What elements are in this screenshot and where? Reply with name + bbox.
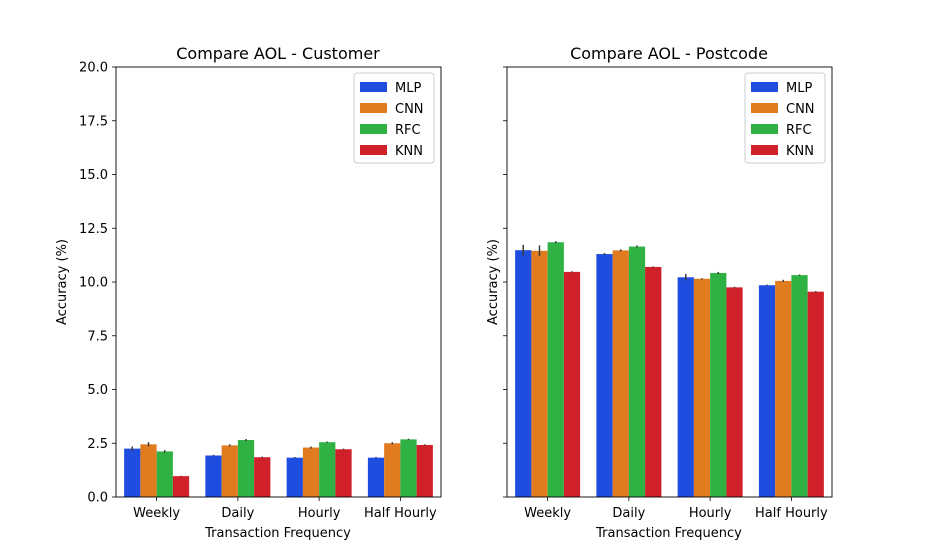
plot-area: Weekly Daily Hourly Half Hourly MLP CNN RFC KNN — [503, 66, 833, 521]
legend-swatch-mlp — [360, 82, 387, 92]
bar-mlp — [124, 448, 141, 498]
legend-swatch-cnn — [751, 103, 778, 113]
bar-rfc — [710, 272, 727, 497]
bar-knn — [726, 287, 743, 498]
legend-label-knn: KNN — [395, 144, 423, 159]
bar-knn — [645, 266, 662, 497]
bar-cnn — [302, 447, 320, 497]
chart-panel-postcode: Compare AOL - Postcode Weekly Daily Hourly… — [486, 44, 833, 541]
legend-swatch-cnn — [360, 103, 387, 113]
bar-cnn — [775, 280, 792, 497]
legend-label-mlp: MLP — [786, 81, 812, 96]
legend-swatch-rfc — [751, 124, 778, 134]
plot-area: Weekly Daily Hourly Half Hourly 0.0 2.5 5.0 7.5… — [79, 61, 442, 521]
x-tick-label: Half Hourly — [364, 506, 437, 521]
legend: MLP CNN RFC KNN — [744, 72, 826, 164]
bar-rfc — [628, 246, 646, 497]
bar-rfc — [791, 275, 808, 497]
bar-rfc — [319, 442, 336, 497]
y-axis-label: Accuracy (%) — [55, 239, 70, 325]
bar-cnn — [531, 250, 548, 497]
bar-rfc — [237, 440, 255, 497]
legend: MLP CNN RFC KNN — [353, 72, 435, 164]
legend-label-rfc: RFC — [395, 123, 421, 138]
chart-title: Compare AOL - Customer — [176, 44, 380, 63]
y-tick-label: 17.5 — [79, 114, 108, 129]
bar-cnn — [612, 250, 629, 497]
legend-box — [353, 72, 435, 164]
y-tick-label: 0.0 — [87, 491, 108, 506]
x-axis-label: Transaction Frequency — [595, 526, 742, 541]
bar-knn — [807, 291, 824, 497]
legend-label-rfc: RFC — [786, 123, 812, 138]
x-tick-label: Hourly — [689, 506, 732, 521]
bar-cnn — [221, 445, 238, 497]
bar-cnn — [140, 444, 157, 497]
bar-mlp — [758, 285, 776, 497]
legend-swatch-knn — [751, 145, 778, 155]
legend-box — [744, 72, 826, 164]
y-tick-label: 12.5 — [79, 222, 108, 237]
bar-rfc — [547, 242, 564, 497]
y-tick-label: 20.0 — [79, 61, 108, 76]
x-tick-label: Daily — [612, 506, 645, 521]
y-axis-label: Accuracy (%) — [486, 239, 501, 325]
bar-mlp — [596, 254, 613, 497]
legend-label-cnn: CNN — [395, 102, 424, 117]
x-tick-label: Half Hourly — [755, 506, 828, 521]
axes-frame — [506, 66, 833, 498]
bar-knn — [254, 457, 271, 497]
bar-mlp — [205, 455, 222, 497]
bar-mlp — [367, 457, 385, 497]
bar-mlp — [677, 277, 694, 497]
y-tick-label: 10.0 — [79, 276, 108, 291]
y-tick-label: 2.5 — [87, 437, 108, 452]
legend-label-cnn: CNN — [786, 102, 815, 117]
bar-cnn — [693, 278, 711, 497]
y-tick-label: 5.0 — [87, 383, 108, 398]
bar-rfc — [400, 439, 417, 497]
chart-panel-customer: Compare AOL - Customer Weekly Daily Hourly… — [55, 44, 442, 541]
y-tick-label: 7.5 — [87, 329, 108, 344]
legend-label-mlp: MLP — [395, 81, 421, 96]
y-tick-label: 15.0 — [79, 168, 108, 183]
bar-rfc — [156, 451, 173, 497]
bar-knn — [563, 271, 581, 497]
chart-title: Compare AOL - Postcode — [570, 44, 768, 63]
x-tick-label: Hourly — [298, 506, 341, 521]
legend-swatch-mlp — [751, 82, 778, 92]
axes-frame — [115, 66, 442, 498]
x-tick-label: Daily — [221, 506, 254, 521]
legend-swatch-knn — [360, 145, 387, 155]
bar-knn — [335, 449, 352, 497]
bar-mlp — [515, 250, 532, 497]
bar-mlp — [286, 457, 303, 497]
x-tick-label: Weekly — [524, 506, 571, 521]
x-axis-label: Transaction Frequency — [204, 526, 351, 541]
bar-cnn — [384, 443, 401, 497]
bar-knn — [172, 476, 190, 497]
legend-swatch-rfc — [360, 124, 387, 134]
legend-label-knn: KNN — [786, 144, 814, 159]
bar-knn — [416, 444, 433, 497]
x-tick-label: Weekly — [133, 506, 180, 521]
